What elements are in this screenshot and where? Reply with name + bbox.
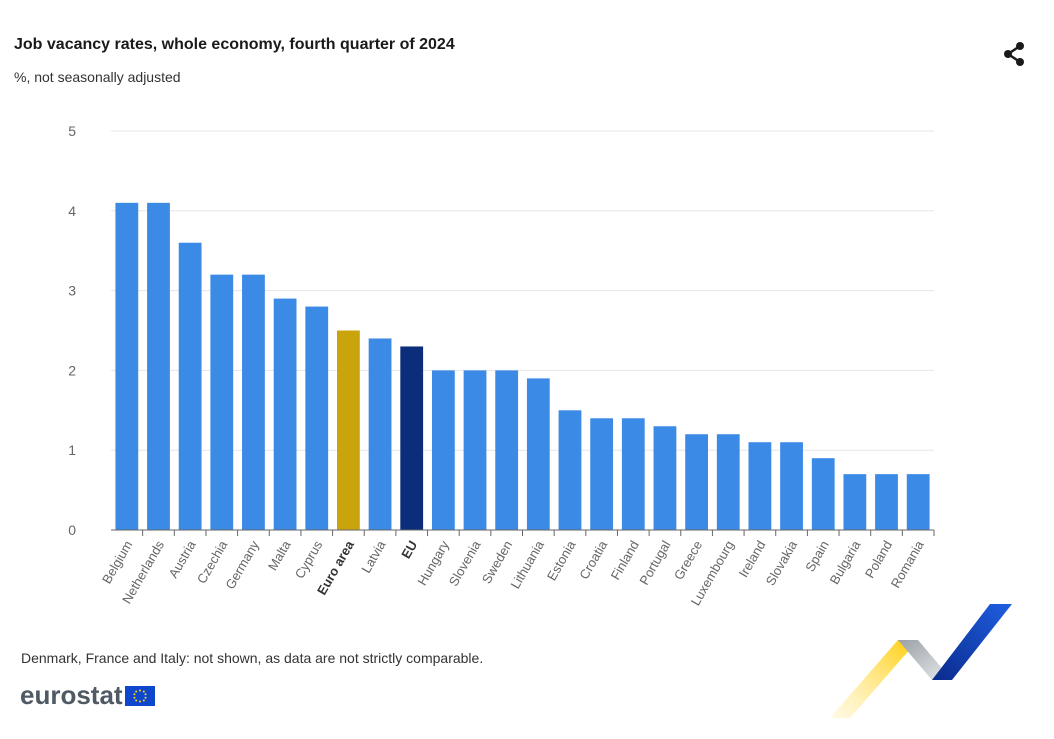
x-tick-label: Croatia [576, 537, 610, 581]
y-tick-label: 2 [68, 362, 76, 378]
bar-ireland[interactable] [748, 442, 772, 530]
y-tick-label: 5 [68, 123, 76, 139]
share-button[interactable] [998, 38, 1030, 70]
bar-finland[interactable] [621, 418, 645, 530]
chart-subtitle: %, not seasonally adjusted [14, 69, 181, 85]
bar-chart: 012345BelgiumNetherlandsAustriaCzechiaGe… [68, 123, 935, 608]
bar-czechia[interactable] [210, 274, 234, 530]
logo-text: eurostat [20, 679, 123, 710]
bar-croatia[interactable] [590, 418, 614, 530]
bar-lithuania[interactable] [526, 378, 550, 530]
y-tick-label: 1 [68, 442, 76, 458]
bar-latvia[interactable] [368, 338, 392, 530]
bar-netherlands[interactable] [147, 202, 170, 530]
share-icon [1004, 42, 1024, 66]
y-tick-label: 4 [68, 203, 76, 219]
x-tick-label: Malta [265, 537, 294, 573]
x-tick-label: Estonia [544, 537, 579, 583]
bar-sweden[interactable] [495, 370, 519, 530]
bar-euro-area[interactable] [337, 330, 360, 531]
x-tick-label: Portugal [636, 538, 673, 588]
x-tick-label: Bulgaria [827, 537, 864, 586]
x-tick-label: Austria [166, 537, 200, 580]
x-tick-label: Latvia [358, 537, 389, 575]
x-tick-label: Finland [608, 538, 642, 582]
bar-bulgaria[interactable] [843, 474, 867, 530]
bar-malta[interactable] [273, 298, 297, 530]
bar-belgium[interactable] [115, 202, 139, 530]
bar-slovenia[interactable] [463, 370, 487, 530]
chart-title: Job vacancy rates, whole economy, fourth… [14, 36, 455, 53]
x-tick-label: EU [398, 538, 420, 561]
bar-spain[interactable] [811, 458, 835, 530]
x-tick-label: Ireland [736, 538, 769, 580]
bar-hungary[interactable] [431, 370, 455, 530]
bar-austria[interactable] [178, 242, 202, 530]
bar-romania[interactable] [906, 474, 930, 530]
bar-greece[interactable] [685, 434, 708, 530]
x-tick-label: Greece [671, 538, 705, 582]
x-tick-label: Poland [862, 538, 895, 581]
bar-eu[interactable] [400, 346, 424, 530]
y-tick-label: 0 [68, 522, 76, 538]
eurostat-decoration-graphic [830, 604, 1012, 718]
bar-slovakia[interactable] [780, 442, 803, 530]
bar-germany[interactable] [242, 274, 265, 530]
x-tick-label: Spain [802, 538, 832, 574]
y-tick-label: 3 [68, 283, 76, 299]
eurostat-logo[interactable]: eurostat [20, 680, 155, 710]
bar-estonia[interactable] [558, 410, 582, 530]
x-tick-label: Cyprus [292, 538, 326, 582]
eu-flag-icon [124, 686, 155, 706]
bar-cyprus[interactable] [305, 306, 329, 530]
bar-poland[interactable] [875, 474, 898, 530]
bar-luxembourg[interactable] [716, 434, 740, 530]
footnote: Denmark, France and Italy: not shown, as… [21, 650, 484, 666]
bar-portugal[interactable] [653, 426, 677, 530]
x-tick-label: Slovakia [763, 537, 801, 588]
x-tick-label: Slovenia [446, 537, 484, 588]
